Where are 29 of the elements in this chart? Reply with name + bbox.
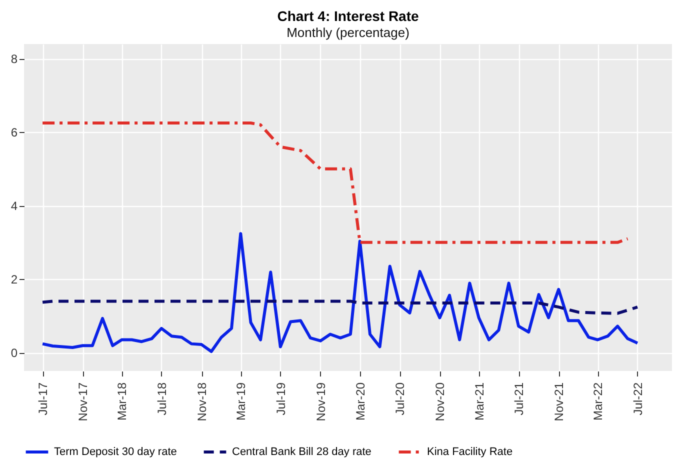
y-tick-label: 2: [10, 272, 18, 287]
x-tick-label: Jul-22: [630, 382, 645, 416]
chart-subtitle: Monthly (percentage): [286, 25, 410, 40]
x-tick-label: Mar-20: [353, 382, 368, 421]
x-tick-label: Nov-20: [433, 382, 448, 422]
x-tick-label: Mar-18: [115, 382, 130, 421]
x-tick-label: Mar-21: [472, 382, 486, 421]
y-tick-label: 4: [10, 199, 18, 214]
line-series: [41, 300, 639, 315]
y-tick-label: 8: [10, 52, 18, 66]
x-tick-label: Nov-17: [76, 382, 90, 422]
x-tick-label: Nov-18: [195, 382, 210, 422]
y-tick-label: 0: [10, 346, 18, 360]
x-tick-label: Nov-21: [552, 382, 566, 422]
legend-label: Term Deposit 30 day rate: [54, 446, 177, 458]
x-tick-label: Jul-18: [154, 382, 169, 416]
chart-title: Chart 4: Interest Rate: [277, 8, 420, 24]
x-tick-label: Jul-17: [36, 382, 50, 416]
x-tick-label: Jul-20: [393, 382, 408, 416]
x-tick-label: Jul-19: [274, 382, 288, 416]
y-tick-label: 6: [10, 126, 18, 140]
line-series: [41, 232, 639, 354]
x-tick-label: Mar-19: [234, 382, 248, 421]
x-tick-label: Jul-21: [512, 382, 526, 416]
line-series: [41, 121, 630, 244]
x-tick-label: Nov-19: [314, 382, 328, 422]
legend-label: Central Bank Bill 28 day rate: [232, 446, 372, 458]
x-tick-label: Mar-22: [591, 382, 606, 421]
legend-label: Kina Facility Rate: [427, 446, 513, 458]
